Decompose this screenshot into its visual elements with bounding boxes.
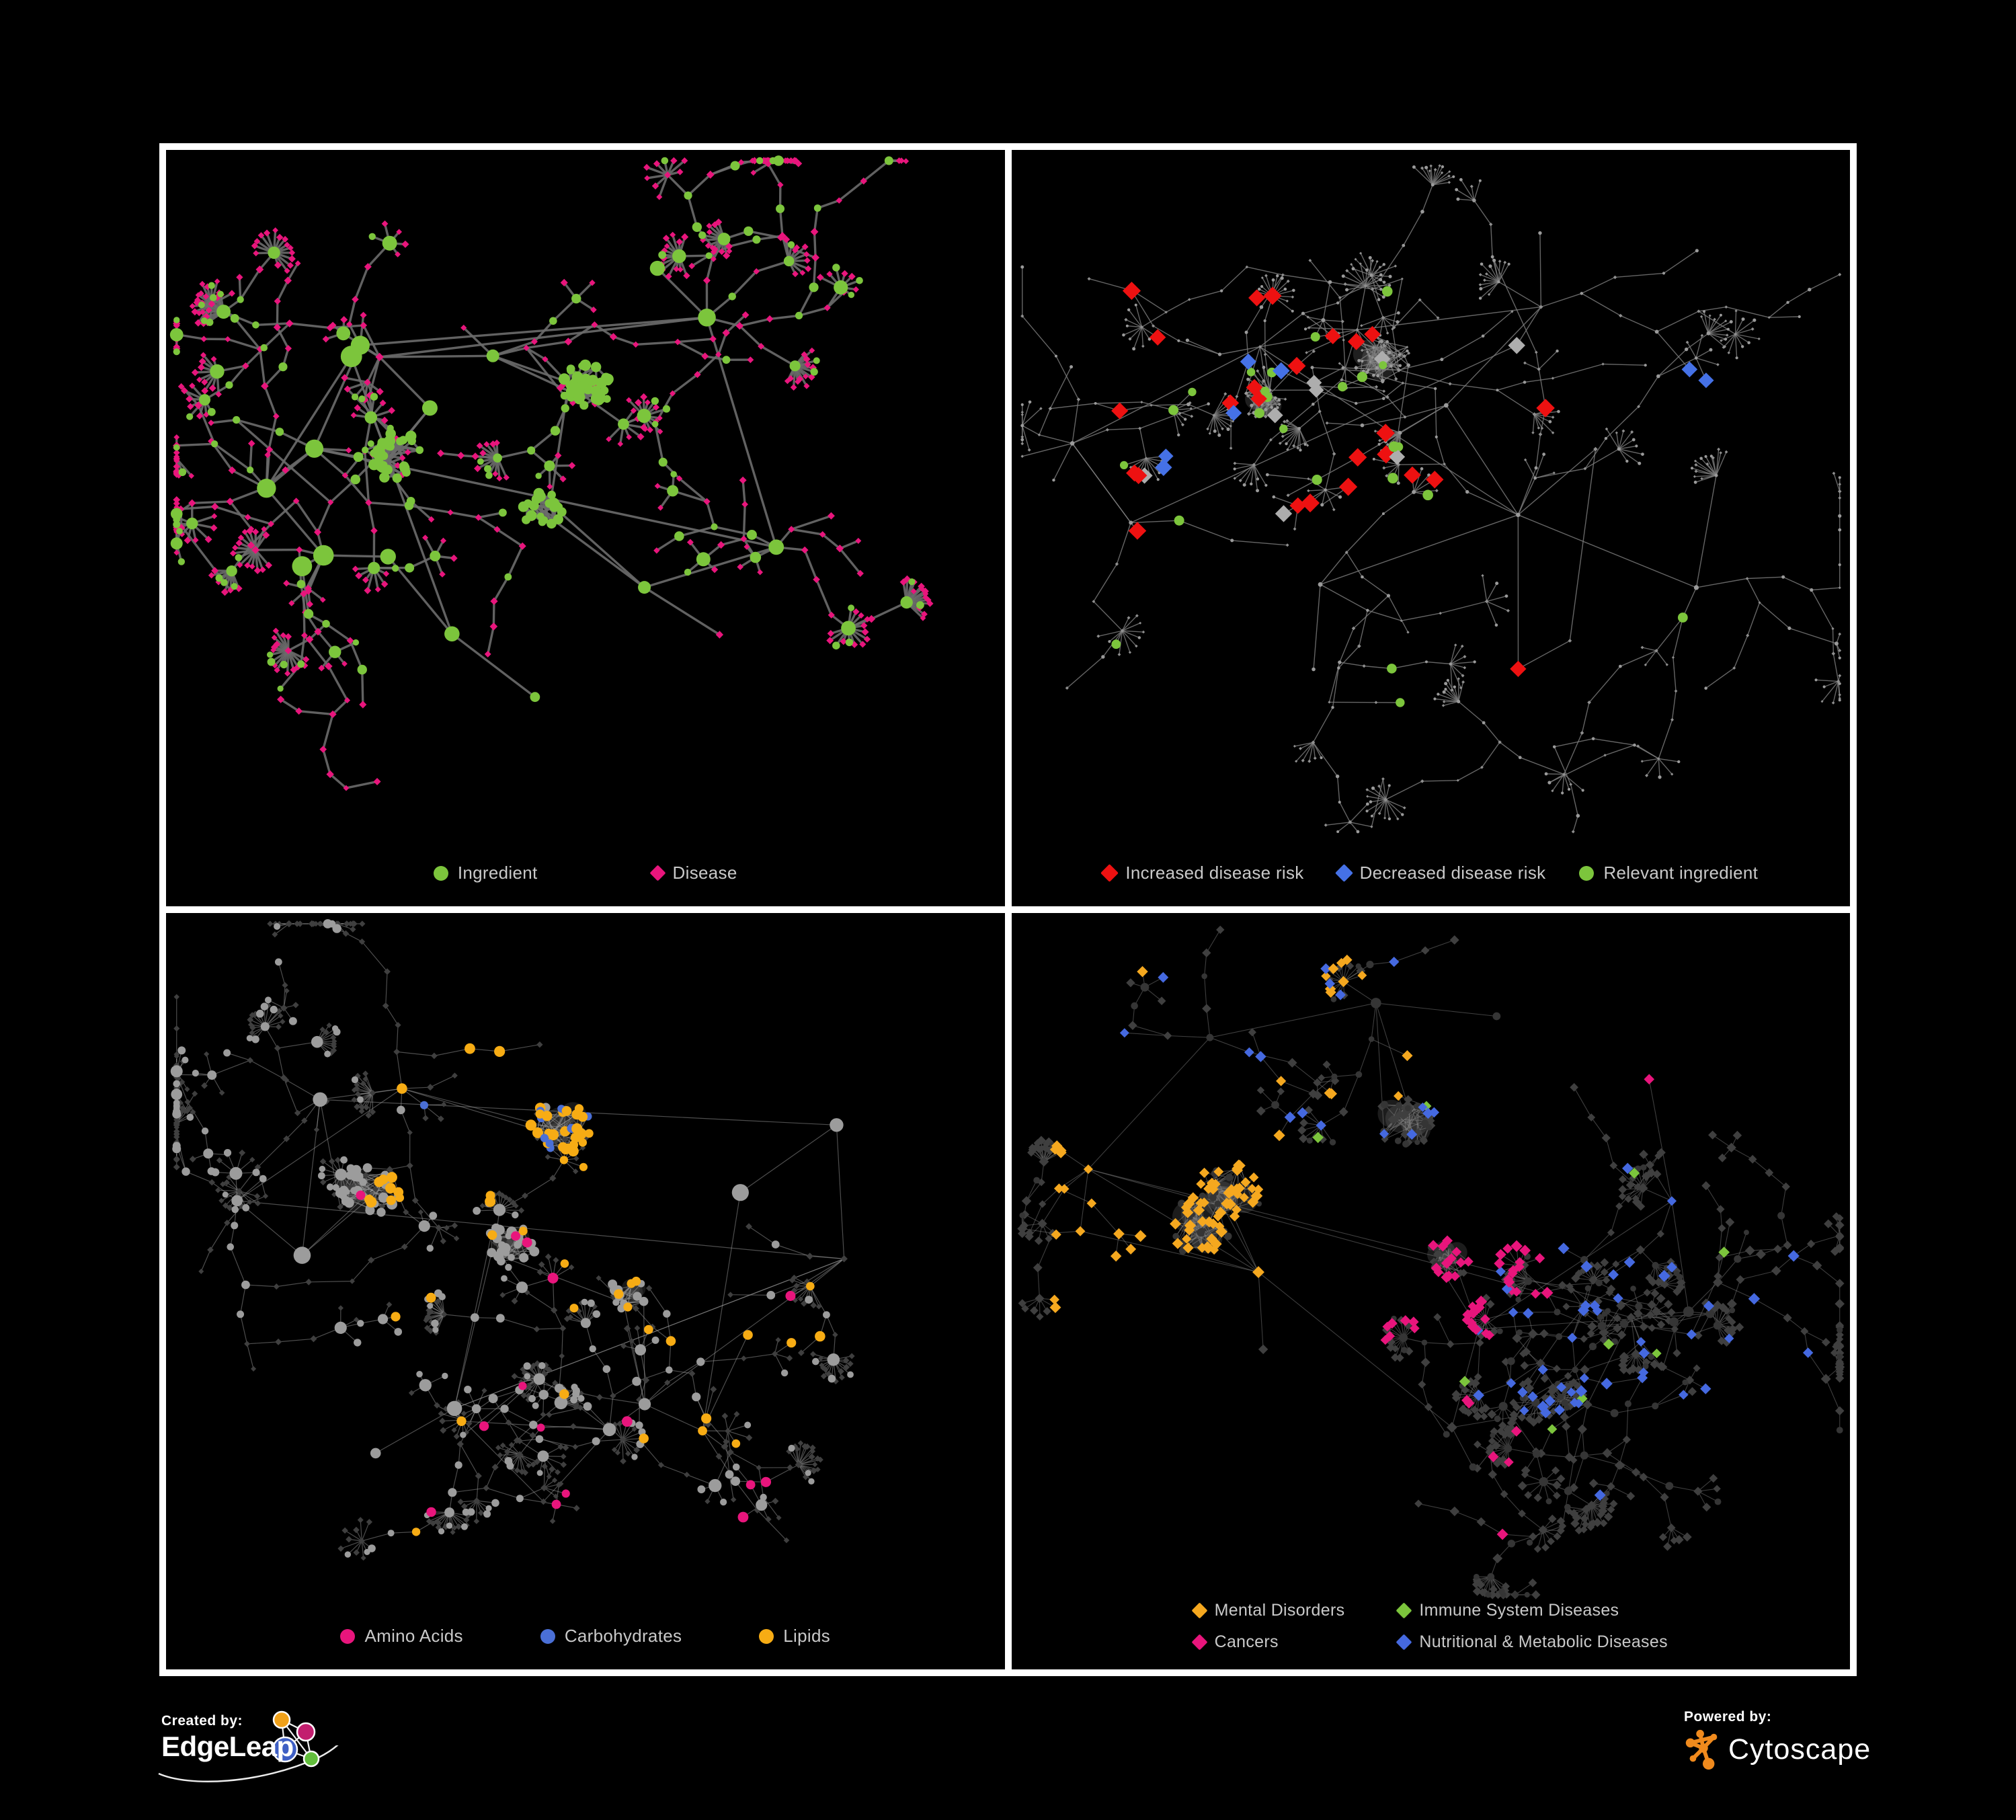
legend-label: Lipids	[783, 1626, 831, 1646]
legend-label: Disease	[672, 863, 737, 883]
disease-marker-icon	[649, 865, 666, 881]
legend-ingredient-disease: Ingredient Disease	[166, 863, 1005, 883]
increased-risk-marker-icon	[1100, 864, 1119, 882]
panel-ingredient-disease: Ingredient Disease	[166, 150, 1005, 906]
cytoscape-credit: Powered by: Cytoscape	[1684, 1709, 1993, 1796]
panel-disease-risk: Increased disease risk Decreased disease…	[1011, 150, 1851, 906]
ingredient-marker-icon	[433, 865, 448, 881]
network-disease-risk	[1020, 164, 1842, 834]
cancers-marker-icon	[1191, 1634, 1208, 1651]
legend-item: Mental Disorders	[1191, 1601, 1345, 1620]
legend-item: Decreased disease risk	[1334, 863, 1546, 883]
network-disease-classes	[1016, 925, 1845, 1599]
legend-label: Mental Disorders	[1214, 1601, 1345, 1620]
edgeleap-credit: Created by: EdgeLeap	[158, 1710, 390, 1801]
panels-frame: Ingredient Disease Increased disease ris…	[159, 143, 1857, 1676]
network-macronutrients	[170, 919, 855, 1561]
legend-item: Increased disease risk	[1100, 863, 1304, 883]
carbohydrates-marker-icon	[540, 1628, 555, 1644]
legend-label: Amino Acids	[364, 1626, 463, 1646]
edgeleap-wordmark: EdgeLeap	[161, 1731, 294, 1762]
nutritional-metabolic-diseases-marker-icon	[1396, 1634, 1412, 1651]
network-ingredient-disease	[169, 155, 934, 791]
amino-acids-marker-icon	[340, 1628, 356, 1644]
edgeleap-logo-icon	[272, 1710, 320, 1768]
legend-macronutrients: Amino Acids Carbohydrates Lipids	[166, 1626, 1005, 1647]
cytoscape-lockup: Cytoscape	[1684, 1728, 1993, 1771]
legend-item: Relevant ingredient	[1579, 863, 1758, 883]
legend-label: Relevant ingredient	[1603, 863, 1759, 883]
legend-disease-classes: Mental Disorders Immune System Diseases …	[1012, 1601, 1851, 1652]
legend-label: Increased disease risk	[1125, 863, 1304, 883]
powered-by-label: Powered by:	[1684, 1709, 1772, 1725]
edgeleap-swoosh	[158, 1745, 339, 1782]
legend-item: Amino Acids	[340, 1626, 463, 1647]
legend-label: Carbohydrates	[564, 1626, 682, 1646]
legend-label: Cancers	[1214, 1632, 1279, 1651]
created-by-label: Created by:	[161, 1713, 243, 1729]
legend-item: Carbohydrates	[540, 1626, 682, 1647]
legend-item: Nutritional & Metabolic Diseases	[1396, 1632, 1668, 1652]
legend-item: Immune System Diseases	[1396, 1601, 1667, 1620]
cytoscape-wordmark: Cytoscape	[1728, 1733, 1871, 1766]
relevant-ingredient-marker-icon	[1579, 865, 1595, 881]
immune-system-diseases-marker-icon	[1396, 1602, 1412, 1619]
decreased-risk-marker-icon	[1334, 864, 1353, 882]
legend-item: Lipids	[759, 1626, 830, 1647]
legend-item: Cancers	[1191, 1632, 1345, 1652]
panel-macronutrients: Amino Acids Carbohydrates Lipids	[166, 913, 1005, 1669]
legend-label: Ingredient	[457, 863, 538, 883]
lipids-marker-icon	[759, 1628, 774, 1644]
legend-label: Nutritional & Metabolic Diseases	[1419, 1632, 1668, 1651]
legend-item: Ingredient	[433, 863, 538, 883]
cytoscape-logo-icon	[1685, 1729, 1718, 1770]
legend-item: Disease	[649, 863, 737, 883]
legend-label: Decreased disease risk	[1359, 863, 1546, 883]
mental-disorders-marker-icon	[1191, 1602, 1208, 1619]
panel-disease-classes: Mental Disorders Immune System Diseases …	[1011, 913, 1851, 1669]
legend-disease-risk: Increased disease risk Decreased disease…	[1012, 863, 1851, 883]
legend-label: Immune System Diseases	[1419, 1601, 1619, 1620]
